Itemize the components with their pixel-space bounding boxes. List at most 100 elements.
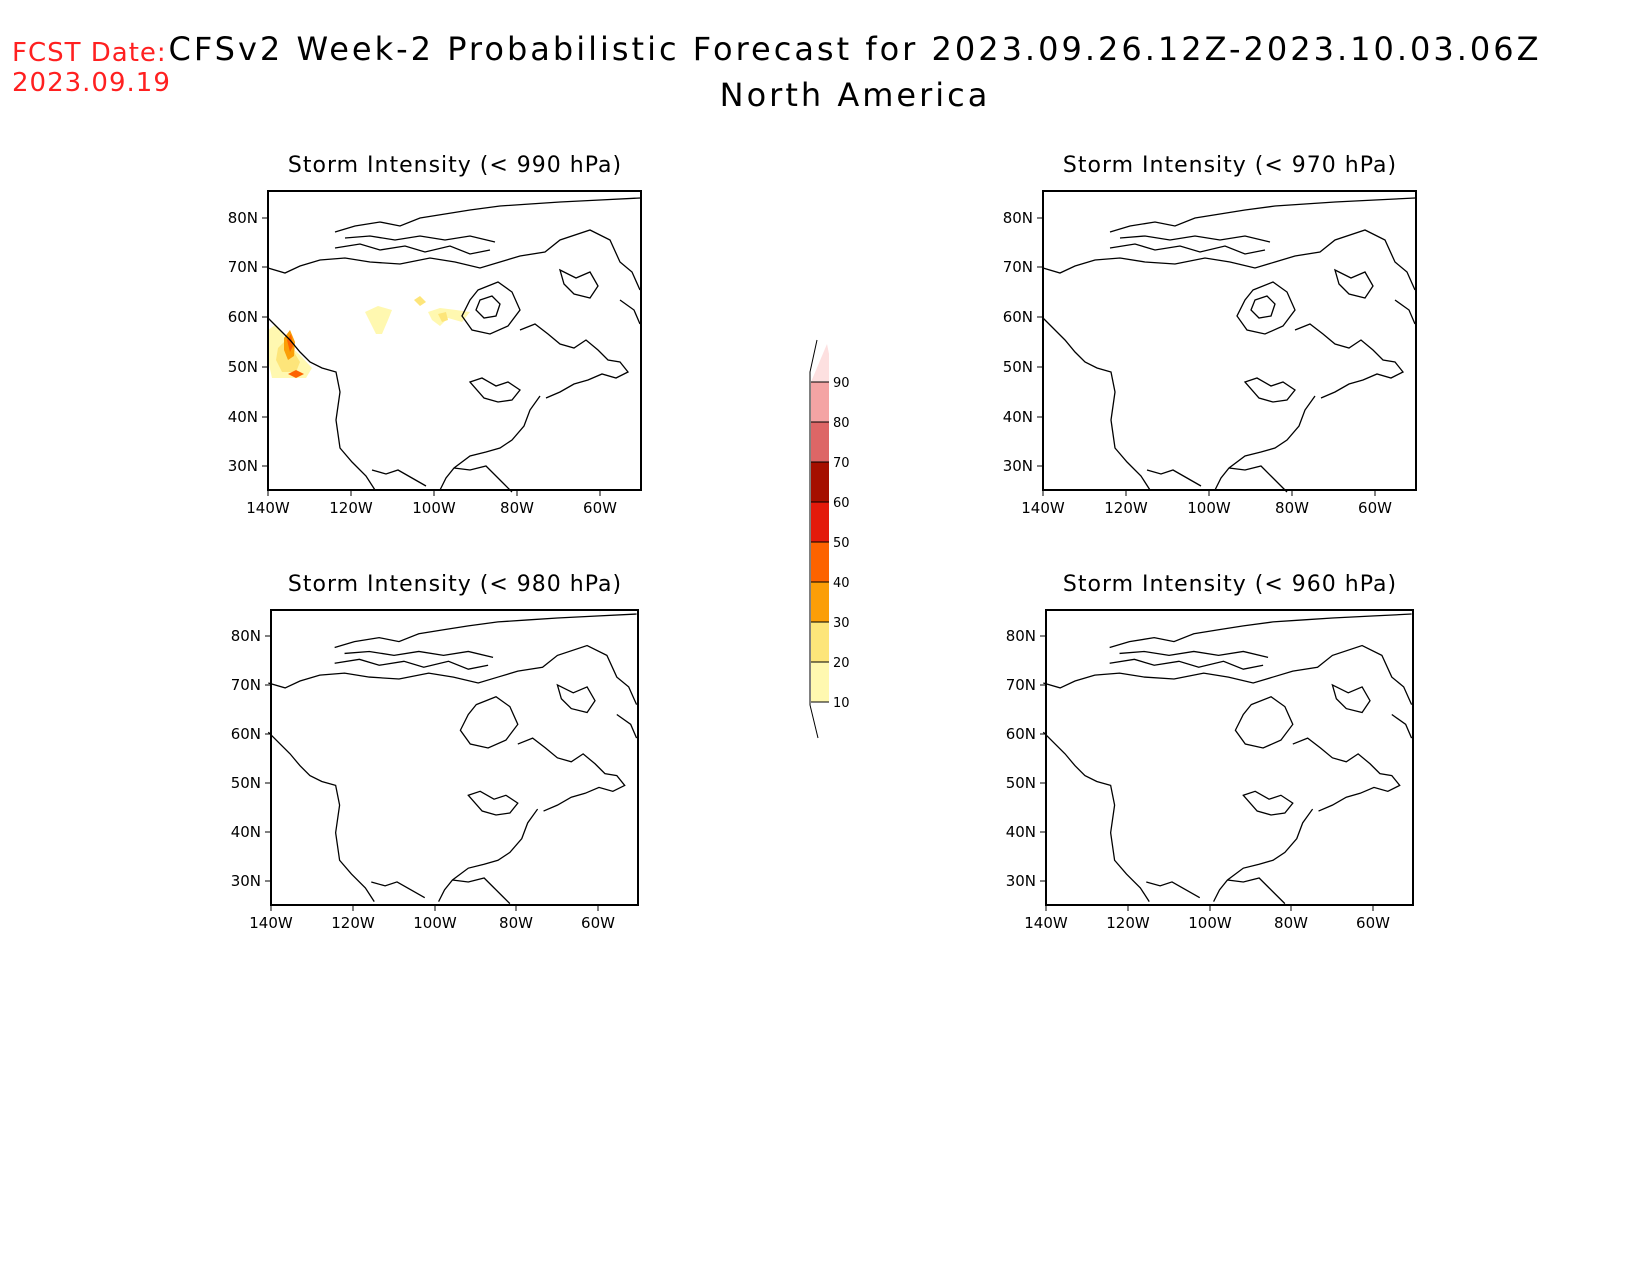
colorbar-box	[811, 502, 829, 542]
lon-label-60w: 60W	[1356, 914, 1390, 932]
fcst-date: 2023.09.19	[12, 68, 171, 98]
page-title: CFSv2 Week-2 Probabilistic Forecast for …	[168, 30, 1542, 68]
colorbar-label: 10	[833, 696, 850, 711]
panel-title: Storm Intensity (< 970 hPa)	[1063, 153, 1397, 178]
lat-label-40n: 40N	[1006, 823, 1036, 841]
colorbar-labels: 10 20 30 40 50 60 70 80 90	[811, 376, 850, 711]
lat-label-40n: 40N	[228, 408, 258, 426]
lon-label-140w: 140W	[1024, 914, 1068, 932]
shade-40-50-b	[288, 370, 304, 378]
lat-label-70n: 70N	[1003, 258, 1033, 276]
lon-axis: 140W 120W 100W 80W 60W	[246, 490, 617, 517]
lon-label-100w: 100W	[1188, 914, 1232, 932]
colorbar-box	[811, 422, 829, 462]
page-subtitle: North America	[719, 76, 991, 114]
lon-label-60w: 60W	[583, 499, 617, 517]
lon-label-100w: 100W	[1187, 499, 1231, 517]
coastlines	[1042, 613, 1413, 905]
lon-label-120w: 120W	[331, 914, 375, 932]
coastlines	[1042, 197, 1416, 493]
map-frame	[267, 190, 642, 491]
forecast-date-label: FCST Date: 2023.09.19	[12, 38, 171, 98]
lat-label-80n: 80N	[1006, 627, 1036, 645]
lat-axis: 80N 70N 60N 50N 40N 30N	[1006, 627, 1046, 890]
coastlines	[267, 197, 641, 493]
lon-label-140w: 140W	[249, 914, 293, 932]
map-frame	[270, 609, 639, 906]
lat-label-70n: 70N	[1006, 676, 1036, 694]
lat-label-70n: 70N	[228, 258, 258, 276]
lon-label-80w: 80W	[499, 914, 533, 932]
lat-axis: 80N 70N 60N 50N 40N 30N	[231, 627, 271, 890]
lon-label-80w: 80W	[1275, 499, 1309, 517]
lat-label-30n: 30N	[228, 457, 258, 475]
lat-label-60n: 60N	[231, 725, 261, 743]
lat-label-30n: 30N	[231, 872, 261, 890]
shade-20-30	[276, 340, 300, 372]
lon-label-140w: 140W	[246, 499, 290, 517]
lat-label-70n: 70N	[231, 676, 261, 694]
lon-label-80w: 80W	[1274, 914, 1308, 932]
lat-label-30n: 30N	[1006, 872, 1036, 890]
lon-label-120w: 120W	[1104, 499, 1148, 517]
colorbar-box	[811, 662, 829, 702]
colorbar-box	[811, 622, 829, 662]
lon-label-120w: 120W	[1106, 914, 1150, 932]
shade-10-20-e	[428, 308, 470, 326]
colorbar-outline	[809, 339, 819, 739]
panel-title: Storm Intensity (< 960 hPa)	[1063, 572, 1397, 597]
fcst-label: FCST Date:	[12, 38, 167, 68]
map-frame	[1045, 609, 1414, 906]
colorbar-label: 50	[833, 536, 850, 551]
lat-label-80n: 80N	[231, 627, 261, 645]
lat-label-80n: 80N	[228, 209, 258, 227]
shade-40-50	[287, 334, 293, 352]
coastlines	[267, 613, 638, 905]
shade-10-20-c	[365, 306, 392, 334]
shade-20-30-d	[414, 296, 426, 306]
lon-label-80w: 80W	[500, 499, 534, 517]
lat-label-50n: 50N	[231, 774, 261, 792]
shade-20-30-e	[438, 312, 448, 322]
lon-label-60w: 60W	[1358, 499, 1392, 517]
lon-label-60w: 60W	[581, 914, 615, 932]
lon-axis: 140W 120W 100W 80W 60W	[1021, 490, 1392, 517]
lat-label-50n: 50N	[1006, 774, 1036, 792]
probability-shading	[268, 296, 470, 378]
panel-title: Storm Intensity (< 990 hPa)	[288, 153, 622, 178]
colorbar-box	[811, 582, 829, 622]
colorbar-box	[811, 382, 829, 422]
colorbar-boxes	[811, 344, 829, 702]
lat-label-80n: 80N	[1003, 209, 1033, 227]
lat-label-60n: 60N	[1003, 308, 1033, 326]
shade-30-40	[284, 330, 295, 360]
colorbar-box	[811, 344, 829, 382]
lon-label-140w: 140W	[1021, 499, 1065, 517]
lat-label-30n: 30N	[1003, 457, 1033, 475]
panel-title: Storm Intensity (< 980 hPa)	[288, 572, 622, 597]
colorbar-label: 60	[833, 496, 850, 511]
shade-10-20	[268, 325, 312, 378]
lat-label-40n: 40N	[231, 823, 261, 841]
colorbar-label: 40	[833, 576, 850, 591]
lat-label-50n: 50N	[228, 358, 258, 376]
lon-label-100w: 100W	[413, 914, 457, 932]
lat-label-50n: 50N	[1003, 358, 1033, 376]
lon-axis: 140W 120W 100W 80W 60W	[249, 905, 615, 932]
colorbar-label: 80	[833, 416, 850, 431]
lat-label-60n: 60N	[228, 308, 258, 326]
colorbar-box	[811, 462, 829, 502]
lon-label-120w: 120W	[329, 499, 373, 517]
lat-label-60n: 60N	[1006, 725, 1036, 743]
colorbar-label: 70	[833, 456, 850, 471]
colorbar-box	[811, 542, 829, 582]
lon-axis: 140W 120W 100W 80W 60W	[1024, 905, 1390, 932]
map-frame	[1042, 190, 1417, 491]
colorbar-label: 30	[833, 616, 850, 631]
lat-label-40n: 40N	[1003, 408, 1033, 426]
colorbar-label: 20	[833, 656, 850, 671]
